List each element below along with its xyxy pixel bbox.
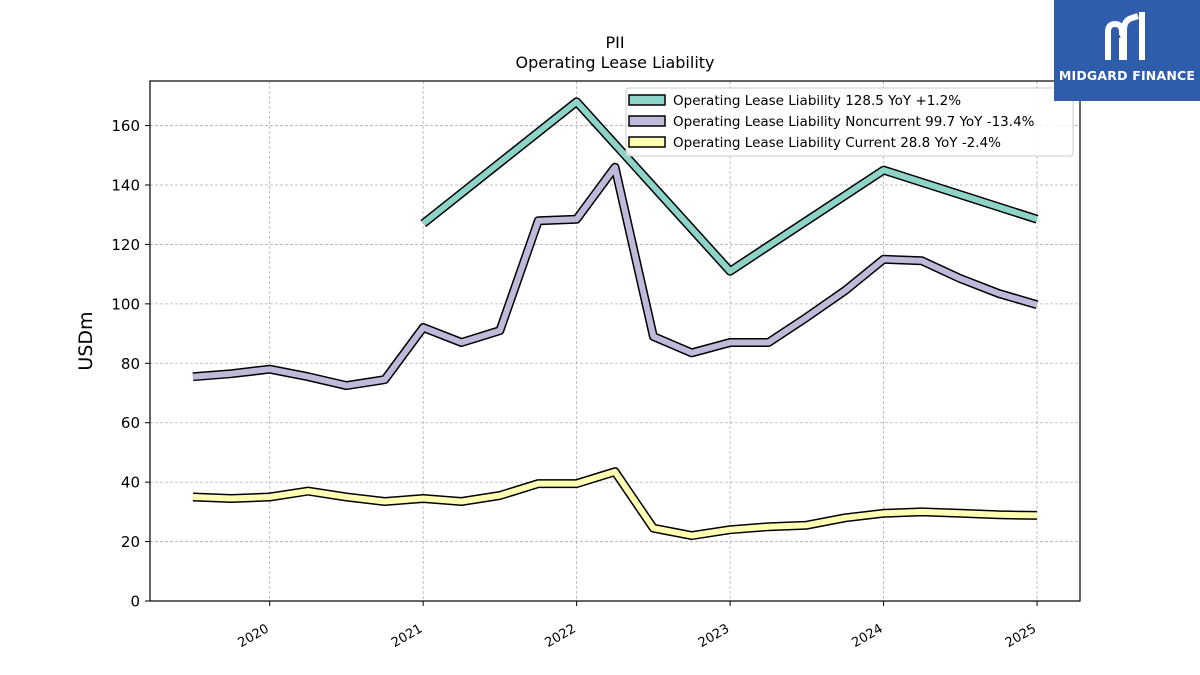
y-tick-label: 60 (121, 414, 140, 432)
y-tick-label: 20 (121, 533, 140, 551)
x-tick-label: 2023 (696, 621, 732, 651)
legend-swatch (628, 94, 666, 106)
x-tick-label: 2024 (849, 621, 885, 651)
series-line-2 (192, 468, 1038, 539)
y-tick-label: 140 (111, 177, 140, 195)
y-tick-label: 100 (111, 295, 140, 313)
chart-title: PII (605, 33, 624, 52)
x-tick-label: 2022 (542, 621, 578, 651)
chart-subtitle: Operating Lease Liability (515, 53, 714, 72)
grid (150, 81, 1080, 602)
series-line-outline-1 (192, 162, 1039, 391)
legend-entry: Operating Lease Liability 128.5 YoY +1.2… (673, 93, 961, 109)
x-tick-label: 2025 (1003, 621, 1039, 651)
series-line-1 (192, 164, 1038, 389)
legend-swatch (628, 115, 666, 127)
legend: Operating Lease Liability 128.5 YoY +1.2… (625, 87, 1074, 157)
y-tick-label: 0 (130, 593, 140, 611)
legend-entry: Operating Lease Liability Current 28.8 Y… (673, 135, 1001, 151)
y-tick-label: 160 (111, 117, 140, 135)
x-tick-label: 2021 (389, 621, 425, 651)
legend-swatch (628, 136, 666, 148)
ticks: 0 20 40 60 80 100 120 140 160 2020 2021 2022 2023 202… (111, 117, 1039, 651)
midgard-m-logo-icon (1105, 12, 1145, 60)
series-layer (192, 97, 1039, 541)
brand-logo: MIDGARD FINANCE (1054, 0, 1200, 101)
series-line-outline-2 (192, 467, 1038, 541)
y-tick-label: 120 (111, 236, 140, 254)
plot-frame (149, 80, 1081, 602)
brand-name: MIDGARD FINANCE (1058, 68, 1196, 83)
x-tick-label: 2020 (236, 621, 272, 651)
y-axis-label: USDm (75, 311, 97, 370)
legend-entry: Operating Lease Liability Noncurrent 99.… (673, 114, 1035, 130)
y-tick-label: 40 (121, 474, 140, 492)
y-tick-label: 80 (121, 355, 140, 373)
legend-box (625, 87, 1074, 157)
